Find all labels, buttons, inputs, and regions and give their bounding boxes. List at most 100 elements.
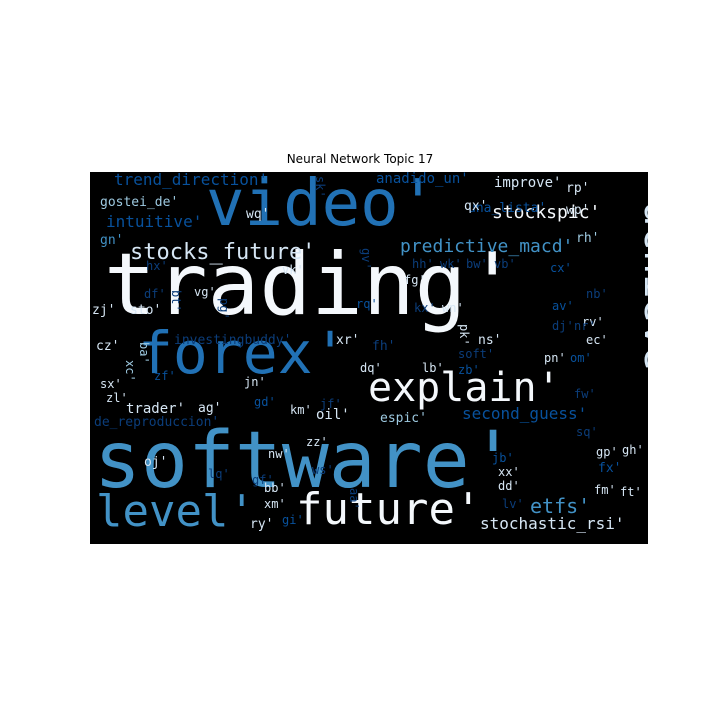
word-47: kx' bbox=[414, 301, 436, 315]
word-cloud: trading' software' video' forex' achieve' exp… bbox=[90, 172, 648, 544]
word-77: oj' bbox=[144, 455, 168, 470]
word-54: xr' bbox=[336, 333, 360, 348]
word-51: rv' bbox=[582, 315, 604, 329]
word-69: jn' bbox=[244, 375, 266, 389]
word-24: oil' bbox=[316, 407, 350, 423]
word-49: nb' bbox=[586, 287, 608, 301]
word-22: etfs' bbox=[530, 494, 591, 518]
word-13: intuitive' bbox=[106, 212, 203, 231]
word-21: stochastic_rsi' bbox=[480, 514, 625, 533]
word-85: gf' bbox=[252, 473, 274, 487]
word-99: nr' bbox=[574, 319, 596, 333]
word-62: xc' bbox=[123, 360, 137, 382]
word-56: ns' bbox=[478, 333, 502, 348]
word-27: gn' bbox=[100, 233, 124, 248]
word-12: trend_direction' bbox=[114, 172, 269, 189]
word-88: fx' bbox=[598, 461, 622, 476]
word-34: bw' bbox=[466, 257, 488, 271]
word-41: vg' bbox=[194, 285, 216, 299]
word-37: hx' bbox=[146, 259, 168, 273]
word-80: gp' bbox=[596, 445, 618, 459]
word-7: future' bbox=[296, 484, 482, 535]
word-4: forex' bbox=[138, 319, 348, 387]
word-94: lv' bbox=[502, 497, 524, 511]
word-33: wk' bbox=[440, 257, 462, 271]
word-29: rp' bbox=[566, 181, 590, 196]
word-63: sx' bbox=[100, 377, 122, 391]
word-53: cz' bbox=[96, 339, 120, 354]
word-75: fw' bbox=[574, 387, 596, 401]
word-68: zb' bbox=[458, 363, 480, 377]
word-96: gi' bbox=[282, 513, 304, 527]
word-82: jb' bbox=[492, 451, 514, 465]
word-39: fg' bbox=[404, 273, 426, 287]
word-58: ec' bbox=[586, 333, 608, 347]
word-67: soft' bbox=[458, 347, 495, 361]
word-64: zf' bbox=[154, 369, 176, 383]
word-18: investingbuddy' bbox=[174, 333, 292, 348]
word-97: sk' bbox=[313, 176, 327, 198]
word-79: zz' bbox=[306, 435, 328, 449]
word-36: cx' bbox=[550, 261, 572, 275]
word-98: gv' bbox=[359, 248, 373, 270]
word-11: stockspic' bbox=[492, 202, 601, 223]
chart-title: Neural Network Topic 17 bbox=[286, 152, 434, 166]
word-3: video' bbox=[206, 172, 438, 241]
word-48: wn' bbox=[442, 301, 464, 315]
word-92: xm' bbox=[264, 497, 286, 511]
word-25: espic' bbox=[380, 411, 427, 426]
word-65: dq' bbox=[360, 361, 382, 375]
word-71: gd' bbox=[254, 395, 276, 409]
word-2: software' bbox=[94, 416, 517, 506]
word-44: pg' bbox=[217, 298, 231, 320]
word-81: gh' bbox=[622, 443, 644, 457]
word-74: jf' bbox=[320, 397, 342, 411]
word-26: wq' bbox=[246, 207, 270, 222]
word-10: predictive_macd' bbox=[400, 236, 574, 257]
word-72: ag' bbox=[198, 401, 222, 416]
word-38: vk' bbox=[282, 263, 304, 277]
word-57: fh' bbox=[372, 339, 396, 354]
word-55: pk' bbox=[457, 324, 471, 346]
word-16: gostei_de' bbox=[100, 195, 179, 210]
word-89: dd' bbox=[498, 479, 520, 493]
word-52: dj' bbox=[552, 319, 574, 333]
word-5: achieve' bbox=[635, 202, 648, 395]
word-8: level' bbox=[96, 486, 255, 537]
word-78: nw' bbox=[268, 447, 290, 461]
word-6: explain' bbox=[368, 365, 561, 411]
word-73: km' bbox=[290, 403, 312, 417]
word-59: om' bbox=[570, 351, 592, 365]
word-28: qx' bbox=[464, 199, 488, 214]
word-32: hh' bbox=[412, 257, 434, 271]
word-15: improve' bbox=[494, 175, 562, 191]
word-30: wp' bbox=[566, 203, 590, 218]
word-35: vb' bbox=[494, 257, 516, 271]
word-91: ft' bbox=[620, 485, 642, 499]
word-84: lq' bbox=[208, 467, 230, 481]
word-43: sto' bbox=[130, 303, 162, 318]
word-23: trader' bbox=[126, 401, 186, 417]
word-90: fm' bbox=[594, 483, 616, 497]
word-83: xx' bbox=[498, 465, 520, 479]
word-20: de_reproduccion' bbox=[94, 415, 220, 430]
word-95: ry' bbox=[250, 517, 274, 532]
word-93: aa' bbox=[347, 488, 361, 510]
word-76: sq' bbox=[576, 425, 598, 439]
word-14: anadido_un' bbox=[376, 172, 469, 187]
word-46: rq' bbox=[356, 297, 378, 311]
word-17: una_lista' bbox=[468, 201, 547, 216]
word-31: rh' bbox=[576, 231, 600, 246]
word-60: pn' bbox=[544, 351, 566, 365]
word-19: second_guess' bbox=[462, 404, 588, 423]
word-40: df' bbox=[144, 287, 166, 301]
word-86: bb' bbox=[264, 481, 286, 495]
word-70: zl' bbox=[106, 391, 128, 405]
word-66: lb' bbox=[422, 361, 444, 375]
word-61: ba' bbox=[137, 342, 151, 364]
word-42: zj' bbox=[92, 303, 116, 318]
word-50: av' bbox=[552, 299, 574, 313]
word-1: trading' bbox=[104, 235, 519, 335]
word-9: stocks_future' bbox=[130, 240, 316, 265]
word-45: bt' bbox=[169, 290, 183, 312]
